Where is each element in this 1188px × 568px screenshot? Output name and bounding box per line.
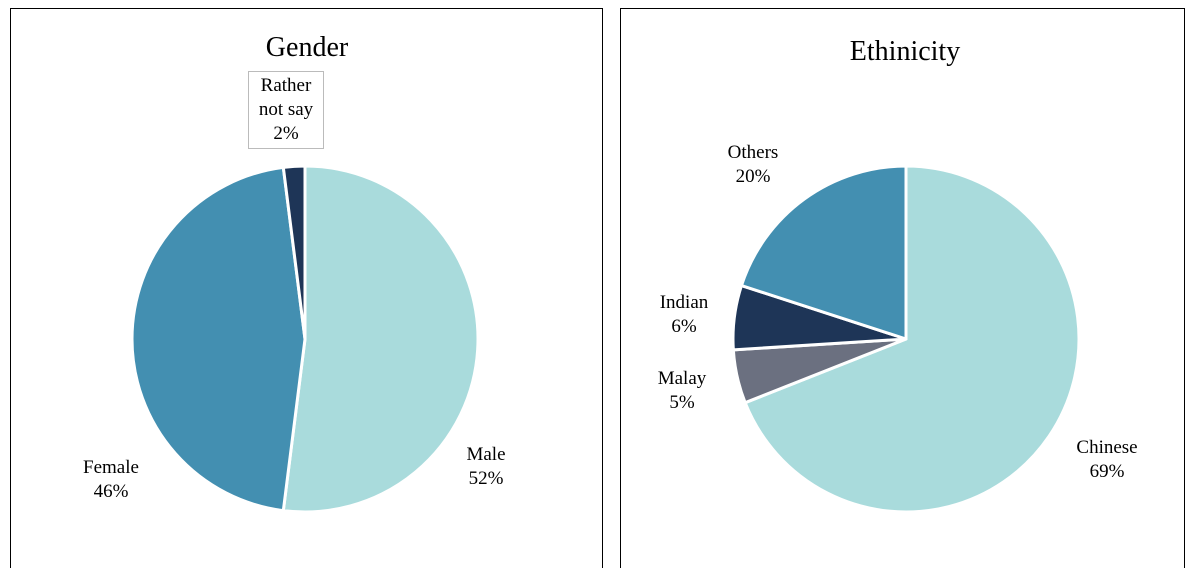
- value-label: 20%: [735, 166, 771, 187]
- data-label: Others 20%: [728, 141, 779, 189]
- data-label: Female 46%: [83, 456, 139, 504]
- data-label: Rather not say 2%: [248, 71, 324, 149]
- value-label: 6%: [671, 316, 697, 337]
- value-label: 5%: [669, 392, 695, 413]
- chart-panel: [10, 8, 603, 568]
- chart-panel: [620, 8, 1185, 568]
- pie-slice: [281, 164, 480, 514]
- pie-slice: [743, 164, 1081, 514]
- value-label: 2%: [273, 123, 299, 144]
- value-label: 69%: [1089, 461, 1125, 482]
- data-label: Chinese 69%: [1076, 436, 1137, 484]
- category-label: Chinese: [1076, 437, 1138, 458]
- chart-title: Ethinicity: [849, 36, 961, 67]
- value-label: 52%: [468, 468, 504, 489]
- data-label: Male 52%: [466, 443, 505, 491]
- pie-slice: [739, 164, 908, 341]
- pie-slice: [281, 164, 307, 341]
- pie-slice: [130, 165, 307, 513]
- category-label: Indian: [659, 292, 709, 313]
- category-label: Others: [727, 142, 779, 163]
- category-label: Rather not say: [258, 75, 314, 120]
- data-label: Indian 6%: [660, 291, 709, 339]
- data-label: Malay 5%: [658, 367, 707, 415]
- category-label: Female: [83, 457, 139, 478]
- value-label: 46%: [93, 481, 129, 502]
- category-label: Malay: [657, 368, 707, 389]
- category-label: Male: [466, 444, 506, 465]
- chart-title: Gender: [265, 32, 349, 63]
